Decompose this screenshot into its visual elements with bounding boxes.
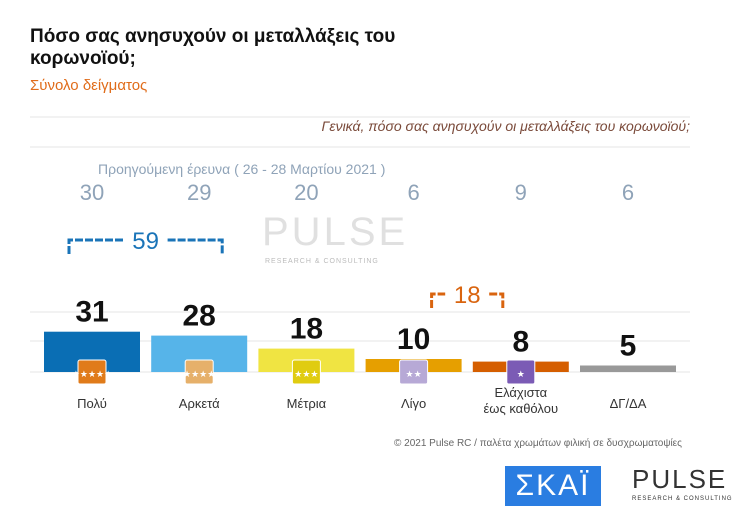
pulse-logo: PULSE xyxy=(632,464,728,494)
question-text: Γενικά, πόσο σας ανησυχούν οι μεταλλάξει… xyxy=(321,118,690,134)
value-label: 10 xyxy=(397,323,430,356)
stars-icon xyxy=(184,359,214,385)
skai-logo: ΣΚΑΪ xyxy=(505,466,601,506)
group-total: 59 xyxy=(132,228,159,255)
previous-value: 6 xyxy=(407,180,419,205)
value-label: 31 xyxy=(75,296,108,329)
group-total: 18 xyxy=(454,282,481,309)
previous-value: 6 xyxy=(622,180,634,205)
previous-value: 20 xyxy=(294,180,318,205)
category-label: Λίγο xyxy=(401,396,426,411)
chart-subtitle: Σύνολο δείγματος xyxy=(30,77,148,94)
previous-value: 9 xyxy=(515,180,527,205)
category-label: Πολύ xyxy=(77,396,107,411)
watermark-logo: PULSE xyxy=(262,210,409,254)
previous-value: 30 xyxy=(80,180,104,205)
category-label: ΔΓ/ΔΑ xyxy=(610,396,647,411)
category-label: έως καθόλου xyxy=(484,401,559,416)
value-label: 18 xyxy=(290,313,323,346)
category-label: Μέτρια xyxy=(287,396,327,411)
group-bracket xyxy=(430,292,505,308)
star-glyphs: ★★★★★ xyxy=(72,369,112,379)
value-label: 5 xyxy=(620,330,637,363)
stars-icon xyxy=(399,359,429,385)
star-glyphs: ★★★ xyxy=(294,369,318,379)
stars-icon xyxy=(506,359,536,385)
category-label: Ελάχιστα xyxy=(494,385,547,400)
copyright: © 2021 Pulse RC / παλέτα χρωμάτων φιλική… xyxy=(394,438,682,449)
previous-survey-label: Προηγούμενη έρευνα ( 26 - 28 Μαρτίου 202… xyxy=(98,161,386,177)
star-glyphs: ★★★★ xyxy=(183,369,215,379)
bar-5 xyxy=(580,365,676,372)
stars-icon xyxy=(77,359,107,385)
star-glyphs: ★ xyxy=(517,369,525,379)
star-glyphs: ★★ xyxy=(406,369,422,379)
value-label: 28 xyxy=(183,300,216,333)
chart-title: Πόσο σας ανησυχούν οι μεταλλάξεις του κο… xyxy=(30,26,396,69)
previous-value: 29 xyxy=(187,180,211,205)
group-bracket xyxy=(67,238,224,254)
watermark-sub: RESEARCH & CONSULTING xyxy=(265,258,379,265)
stars-icon xyxy=(291,359,321,385)
value-label: 8 xyxy=(512,326,529,359)
category-label: Αρκετά xyxy=(179,396,220,411)
pulse-logo-sub: RESEARCH & CONSULTING xyxy=(632,496,733,502)
